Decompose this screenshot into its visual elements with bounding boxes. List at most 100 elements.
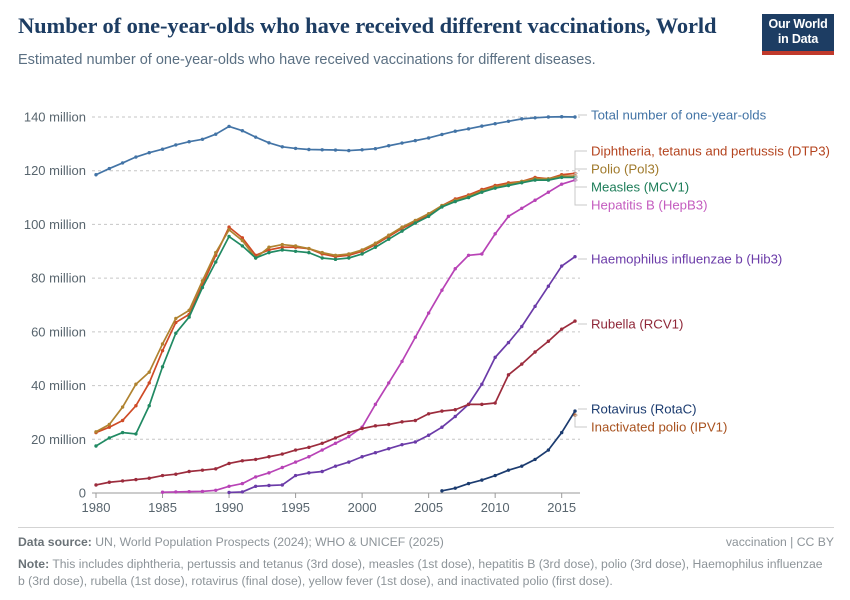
series-polio-pol3[interactable] (94, 174, 577, 434)
data-point (120, 418, 125, 423)
data-point (94, 173, 98, 177)
data-point (307, 455, 311, 459)
series-diphtheria-tetanus-and-pertussis-dtp3[interactable] (94, 171, 577, 435)
data-point (493, 355, 497, 360)
data-point (347, 434, 351, 439)
legend-label[interactable]: Hepatitis B (HepB3) (591, 198, 708, 213)
y-axis-tick-label: 40 million (31, 378, 86, 393)
data-point (293, 473, 298, 478)
data-point (160, 342, 165, 346)
x-axis-tick-label: 2015 (547, 500, 576, 515)
series-measles-mcv1[interactable] (94, 175, 577, 448)
data-point (107, 425, 112, 429)
data-point (240, 129, 245, 133)
data-point (559, 175, 564, 180)
data-point (413, 221, 418, 225)
data-point (214, 132, 218, 136)
data-point (453, 414, 457, 419)
data-point (413, 138, 418, 143)
legend-label[interactable]: Inactivated polio (IPV1) (591, 420, 727, 435)
license-text[interactable]: vaccination | CC BY (725, 535, 834, 549)
data-point (227, 234, 231, 239)
data-point (387, 144, 391, 148)
data-point (573, 115, 577, 119)
x-axis: 1980 1985 1990 1995 2000 2005 2010 2015 (82, 492, 580, 515)
y-axis-tick-label: 100 million (24, 217, 86, 232)
data-source-text: UN, World Population Prospects (2024); W… (95, 535, 444, 549)
data-point (466, 402, 471, 407)
legend-label[interactable]: Rubella (RCV1) (591, 317, 683, 332)
series-path (228, 255, 576, 494)
data-point (453, 486, 457, 490)
data-point (373, 245, 378, 249)
chart-header: Number of one-year-olds who have receive… (18, 12, 748, 70)
data-point (413, 440, 418, 444)
legend-label[interactable]: Rotavirus (RotaC) (591, 402, 697, 417)
y-axis-tick-label: 80 million (31, 271, 86, 286)
line-chart-svg[interactable]: 0 20 million 40 million 60 million 80 millio… (0, 96, 850, 521)
data-point (426, 412, 431, 416)
data-point (160, 490, 165, 494)
data-point (134, 382, 138, 386)
data-point (293, 146, 298, 151)
footer-divider (18, 527, 834, 528)
data-point (147, 404, 151, 408)
data-point (227, 461, 231, 466)
data-point (187, 140, 191, 144)
data-point (480, 190, 484, 194)
data-point (466, 195, 471, 200)
legend-label[interactable]: Measles (MCV1) (591, 180, 689, 195)
series-path (95, 175, 576, 433)
data-point (559, 182, 564, 186)
data-point (320, 448, 324, 452)
data-point (493, 232, 497, 236)
data-point (267, 245, 271, 249)
data-point (546, 115, 551, 119)
data-point (506, 214, 511, 219)
series-total-number-of-one-year-olds[interactable] (94, 115, 577, 177)
data-point (320, 250, 324, 255)
x-axis-tick-label: 2010 (481, 500, 510, 515)
data-point (506, 468, 511, 472)
series-rubella-rcv1[interactable] (94, 319, 577, 487)
legend-label[interactable]: Total number of one-year-olds (591, 108, 767, 123)
x-axis-tick-label: 2005 (414, 500, 443, 515)
owid-logo[interactable]: Our World in Data (762, 14, 834, 55)
data-point (546, 190, 551, 194)
y-axis-tick-label: 120 million (24, 163, 86, 178)
data-point (400, 420, 404, 424)
series-hepatitis-b-hepb3[interactable] (160, 178, 577, 494)
data-point (307, 250, 311, 255)
legend-label[interactable]: Polio (Pol3) (591, 162, 659, 177)
series-rotavirus-rotac[interactable] (440, 409, 577, 493)
data-point (400, 442, 404, 447)
legend-label[interactable]: Diphtheria, tetanus and pertussis (DTP3) (591, 144, 830, 159)
data-point (360, 426, 364, 431)
data-point (360, 252, 364, 256)
legend-leader-line (574, 168, 587, 177)
data-point (267, 455, 271, 459)
data-point (347, 256, 351, 260)
data-point (280, 465, 284, 470)
data-point (533, 178, 537, 182)
data-point (400, 141, 404, 145)
data-point (520, 181, 524, 185)
data-point (147, 370, 151, 374)
page-title: Number of one-year-olds who have receive… (18, 13, 717, 38)
data-point (360, 148, 364, 152)
data-source: Data source: UN, World Population Prospe… (18, 535, 444, 549)
data-point (533, 457, 537, 462)
data-point (493, 186, 497, 190)
legend-leader-line (574, 179, 587, 206)
data-point (426, 433, 431, 437)
data-point (253, 484, 258, 488)
data-point (413, 335, 418, 339)
data-point (200, 468, 205, 472)
data-point (120, 479, 125, 483)
data-point (440, 425, 444, 429)
data-point (214, 467, 218, 471)
legend-label[interactable]: Haemophilus influenzae b (Hib3) (591, 252, 782, 267)
data-point (280, 245, 284, 249)
series-haemophilus-influenzae-b-hib3[interactable] (227, 254, 577, 495)
data-point (466, 481, 471, 486)
